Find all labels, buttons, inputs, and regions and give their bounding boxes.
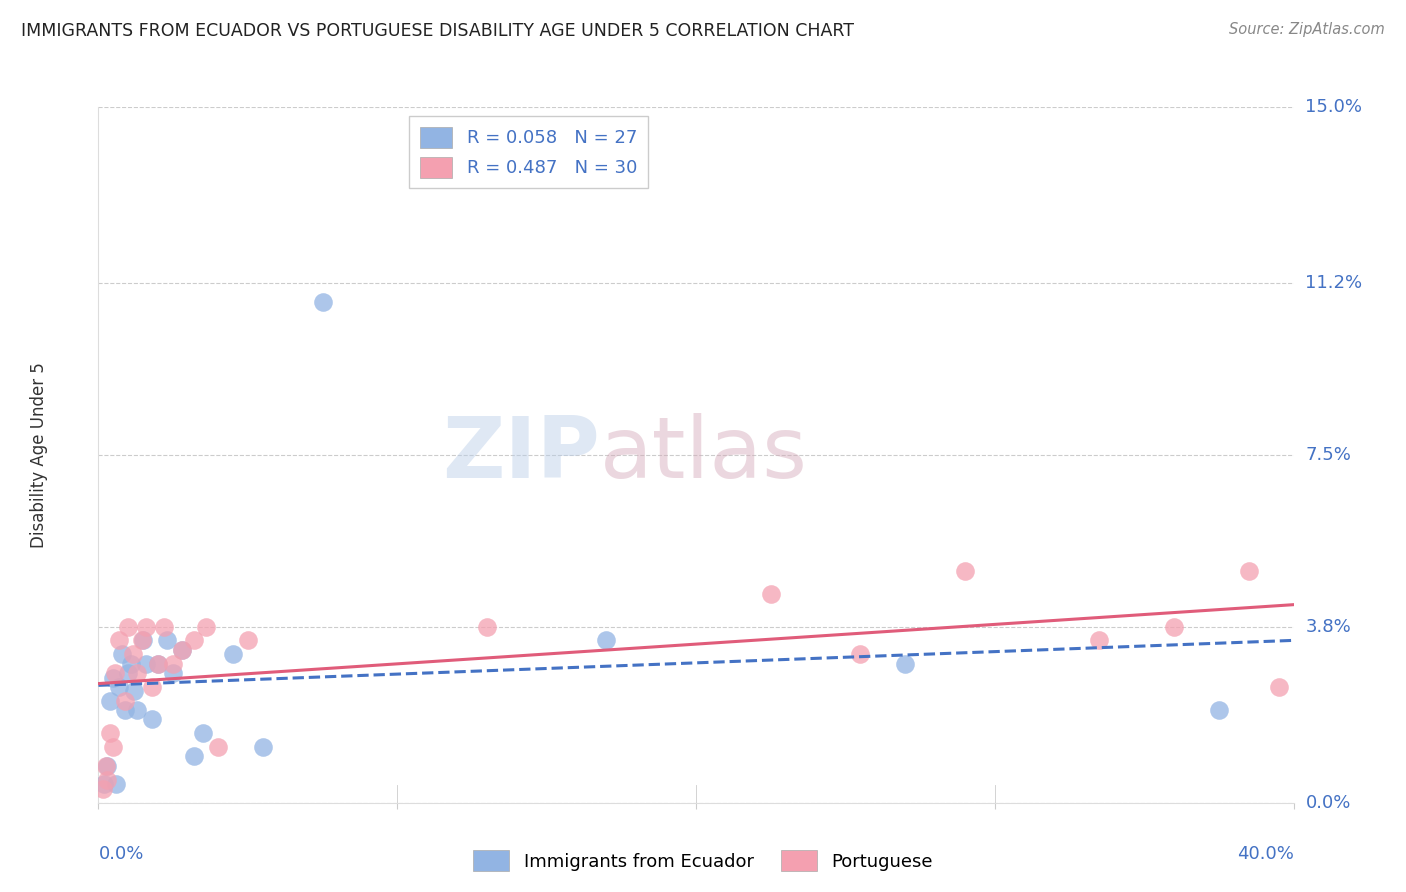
Point — [98, 694, 122, 708]
Point — [475, 619, 498, 633]
Point — [183, 633, 205, 648]
Text: ZIP: ZIP — [443, 413, 600, 497]
Point — [162, 665, 184, 680]
Point — [103, 671, 125, 685]
Point — [894, 657, 917, 671]
Point — [124, 684, 146, 698]
Point — [162, 657, 184, 671]
Text: 0.0%: 0.0% — [1305, 794, 1351, 812]
Text: Disability Age Under 5: Disability Age Under 5 — [30, 362, 48, 548]
Point — [183, 749, 205, 764]
Point — [252, 740, 274, 755]
Point — [105, 777, 128, 791]
Point — [849, 648, 872, 662]
Point — [236, 633, 259, 648]
Legend: R = 0.058   N = 27, R = 0.487   N = 30: R = 0.058 N = 27, R = 0.487 N = 30 — [409, 116, 648, 188]
Point — [117, 665, 139, 680]
Point — [153, 619, 176, 633]
Point — [98, 726, 122, 740]
Point — [194, 619, 218, 633]
Point — [172, 642, 194, 657]
Point — [191, 726, 214, 740]
Point — [108, 633, 131, 648]
Point — [141, 712, 163, 726]
Point — [117, 619, 139, 633]
Text: 40.0%: 40.0% — [1237, 845, 1294, 863]
Legend: Immigrants from Ecuador, Portuguese: Immigrants from Ecuador, Portuguese — [465, 843, 941, 879]
Point — [131, 633, 153, 648]
Point — [1088, 633, 1111, 648]
Point — [93, 777, 115, 791]
Text: 15.0%: 15.0% — [1305, 98, 1362, 116]
Text: 3.8%: 3.8% — [1305, 617, 1351, 635]
Point — [172, 642, 194, 657]
Text: Source: ZipAtlas.com: Source: ZipAtlas.com — [1229, 22, 1385, 37]
Text: atlas: atlas — [600, 413, 808, 497]
Point — [135, 619, 157, 633]
Point — [127, 703, 149, 717]
Point — [96, 758, 118, 772]
Point — [132, 633, 155, 648]
Point — [1163, 619, 1185, 633]
Point — [104, 665, 127, 680]
Point — [1267, 680, 1289, 694]
Point — [94, 758, 117, 772]
Point — [1208, 703, 1230, 717]
Point — [91, 781, 114, 796]
Point — [311, 294, 333, 309]
Point — [120, 657, 142, 671]
Point — [953, 564, 976, 578]
Point — [121, 648, 143, 662]
Point — [114, 703, 136, 717]
Point — [156, 633, 179, 648]
Point — [114, 694, 136, 708]
Point — [127, 665, 149, 680]
Point — [135, 657, 157, 671]
Text: 11.2%: 11.2% — [1305, 275, 1362, 293]
Point — [148, 657, 170, 671]
Text: IMMIGRANTS FROM ECUADOR VS PORTUGUESE DISABILITY AGE UNDER 5 CORRELATION CHART: IMMIGRANTS FROM ECUADOR VS PORTUGUESE DI… — [21, 22, 853, 40]
Point — [222, 648, 245, 662]
Point — [207, 740, 229, 755]
Point — [108, 680, 131, 694]
Point — [96, 772, 118, 787]
Text: 0.0%: 0.0% — [98, 845, 143, 863]
Point — [141, 680, 163, 694]
Point — [1237, 564, 1260, 578]
Text: 7.5%: 7.5% — [1305, 446, 1351, 464]
Point — [103, 740, 125, 755]
Point — [759, 587, 782, 601]
Point — [595, 633, 617, 648]
Point — [111, 648, 134, 662]
Point — [148, 657, 170, 671]
